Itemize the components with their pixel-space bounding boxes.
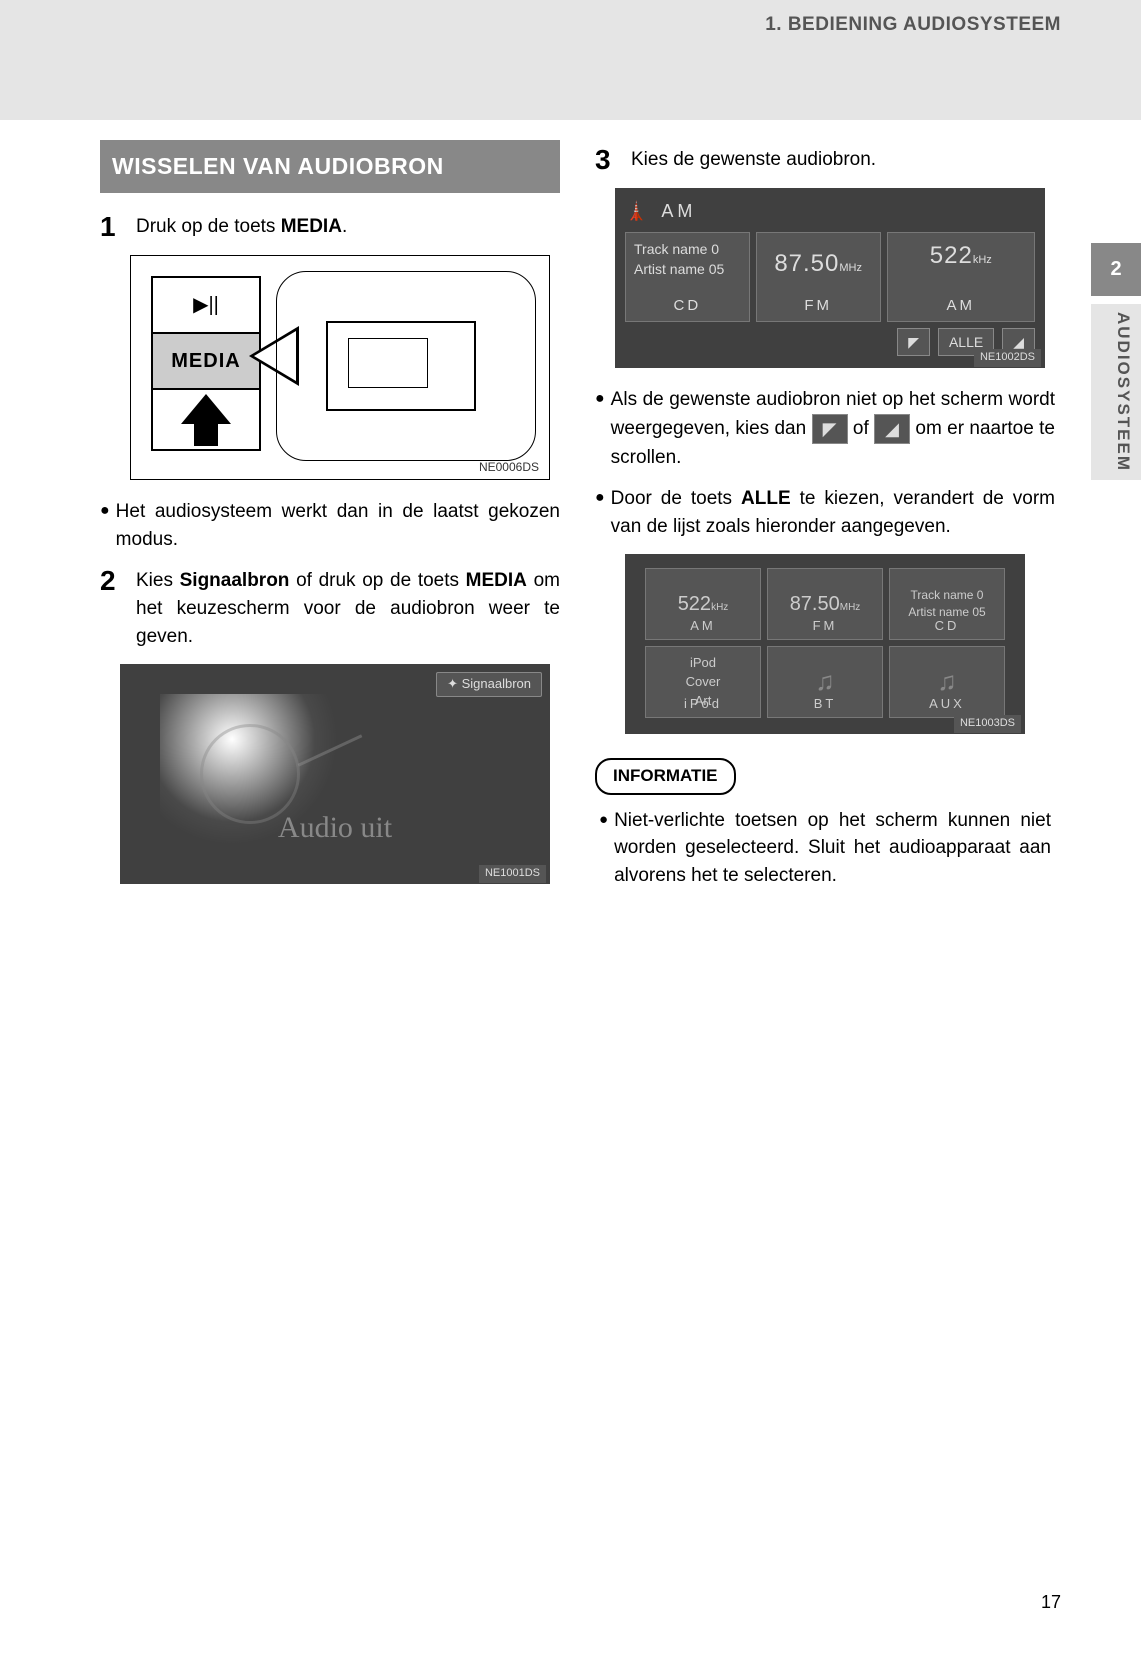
bullet-icon: ● [595, 485, 605, 540]
bullet-2: ● Als de gewenste audiobron niet op het … [595, 386, 1055, 471]
step-number: 1 [100, 213, 122, 241]
side-tab-label: AUDIOSYSTEEM [1091, 304, 1141, 480]
figure-media-button: ▶|| MEDIA NE0006DS [130, 255, 550, 480]
source-tile-am: 522kHz AM [887, 232, 1035, 322]
grid-tile-fm: 87.50MHz FM [767, 568, 883, 640]
side-tab-number: 2 [1091, 243, 1141, 296]
bullet-1: ● Het audiosysteem werkt dan in de laats… [100, 498, 560, 553]
media-panel: ▶|| MEDIA [151, 276, 261, 451]
chapter-title: 1. BEDIENING AUDIOSYSTEEM [765, 14, 1061, 36]
step-text: Druk op de toets MEDIA. [136, 213, 560, 241]
down-button [153, 390, 259, 446]
antenna-icon: 🗼 [625, 198, 651, 224]
info-bullet: ● Niet-verlichte toetsen op het scherm k… [595, 807, 1055, 890]
grid-tile-cd: Track name 0 Artist name 05 CD [889, 568, 1005, 640]
scroll-left-icon: ◤ [812, 414, 848, 444]
bullet-icon: ● [599, 807, 608, 890]
left-column: WISSELEN VAN AUDIOBRON 1 Druk op de toet… [100, 140, 560, 902]
screenshot-source-carousel: 🗼 AM Track name 0 Artist name 05 CD 87.5… [615, 188, 1045, 368]
bullet-3: ● Door de toets ALLE te kiezen, verander… [595, 485, 1055, 540]
sub-header-band [0, 50, 1141, 120]
step-1: 1 Druk op de toets MEDIA. [100, 213, 560, 241]
step-text: Kies Signaalbron of druk op de toets MED… [136, 567, 560, 650]
source-tile-fm: 87.50MHz FM [756, 232, 881, 322]
header-band: 1. BEDIENING AUDIOSYSTEEM [0, 0, 1141, 50]
content: WISSELEN VAN AUDIOBRON 1 Druk op de toet… [100, 140, 1060, 902]
grid-tile-ipod: iPod Cover Art iPod [645, 646, 761, 718]
figure-caption: NE1003DS [954, 715, 1021, 733]
step-2: 2 Kies Signaalbron of druk op de toets M… [100, 567, 560, 650]
figure-caption: NE0006DS [479, 459, 539, 476]
grid-tile-aux: ♫ AUX [889, 646, 1005, 718]
step-3: 3 Kies de gewenste audiobron. [595, 146, 1055, 174]
grid-tile-am: 522kHz AM [645, 568, 761, 640]
page-number: 17 [1041, 1592, 1061, 1613]
step-number: 3 [595, 146, 617, 174]
current-source-label: 🗼 AM [625, 198, 1035, 224]
step-number: 2 [100, 567, 122, 650]
scroll-right-icon: ◢ [874, 414, 910, 444]
step-text: Kies de gewenste audiobron. [631, 146, 1055, 174]
audio-uit-label: Audio uit [120, 806, 550, 850]
grid-tile-bt: ♫ BT [767, 646, 883, 718]
figure-caption: NE1001DS [479, 865, 546, 883]
dashboard-illustration [276, 271, 536, 461]
figure-caption: NE1002DS [974, 349, 1041, 367]
section-heading: WISSELEN VAN AUDIOBRON [100, 140, 560, 193]
bullet-icon: ● [595, 386, 605, 471]
screenshot-audio-uit: ✦ Signaalbron Audio uit NE1001DS [120, 664, 550, 884]
arrow-up-icon [181, 394, 231, 424]
source-tile-cd: Track name 0 Artist name 05 CD [625, 232, 750, 322]
media-button: MEDIA [153, 334, 259, 390]
side-tab: 2 AUDIOSYSTEEM [1091, 243, 1141, 480]
screenshot-source-grid: 522kHz AM 87.50MHz FM Track name 0 Artis… [625, 554, 1025, 734]
scroll-left-button: ◤ [897, 328, 930, 356]
play-pause-button: ▶|| [153, 278, 259, 334]
signaalbron-button: ✦ Signaalbron [436, 672, 542, 697]
info-heading: INFORMATIE [595, 758, 736, 795]
right-column: 3 Kies de gewenste audiobron. 🗼 AM Track… [595, 140, 1055, 902]
bullet-icon: ● [100, 498, 110, 553]
